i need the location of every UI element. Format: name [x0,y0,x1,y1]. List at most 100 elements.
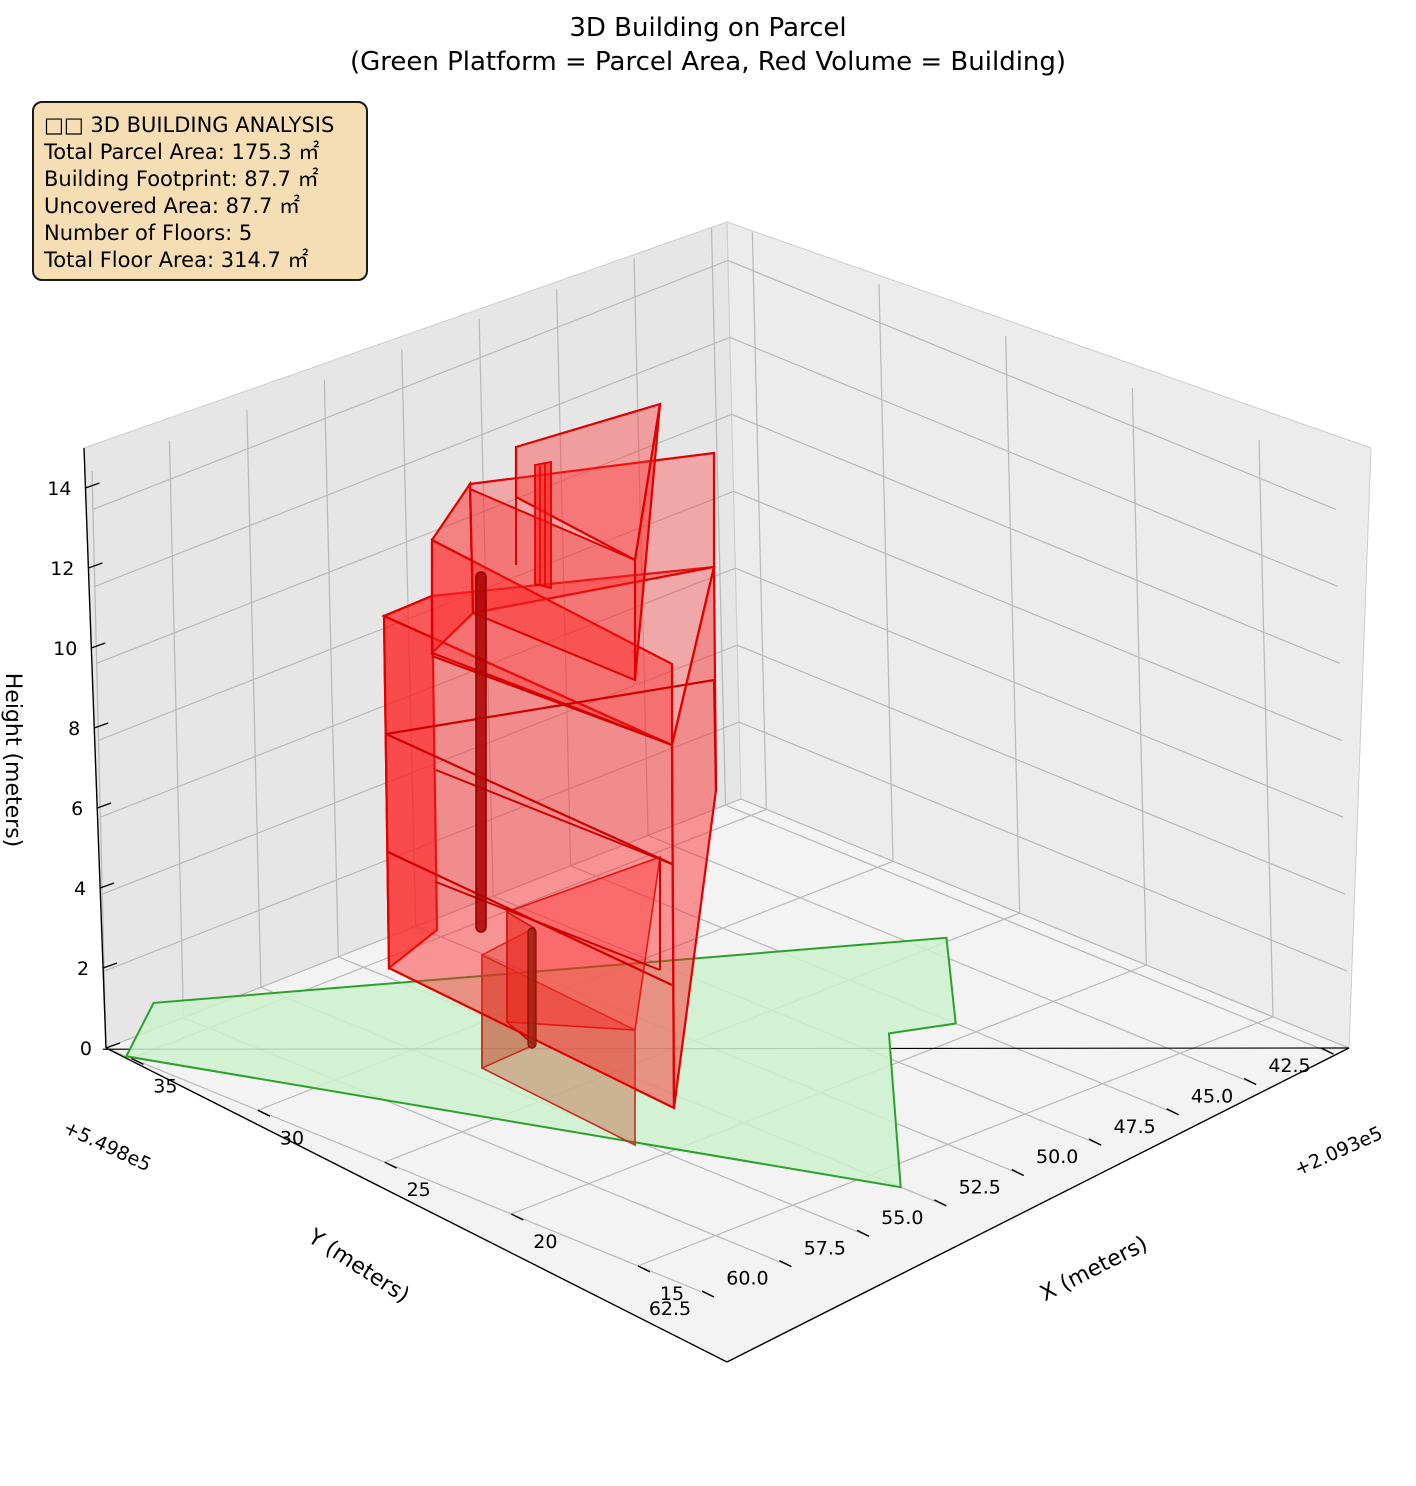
floor-line [435,881,661,971]
building-face [468,487,636,682]
grid-line [1258,439,1274,1017]
y-tick-label: 42.5 [1268,1055,1310,1077]
z-tick [91,642,106,649]
y-tick [1166,1108,1179,1116]
grid-line [92,259,729,511]
floor-line [385,678,718,791]
x-axis-label: X (meters) [1036,1232,1151,1307]
analysis-line-floors: Number of Floors: 5 [44,221,253,245]
grid-line [556,288,572,866]
building-face [481,953,636,1147]
z-tick [85,482,100,489]
analysis-line-floor-area: Total Floor Area: 314.7 ㎡ [44,248,309,272]
z-tick-label: 2 [77,958,89,980]
grid-line [731,413,1340,664]
y-tick-label: 57.5 [804,1237,846,1259]
grid-line [710,228,727,806]
x-tick [637,1265,651,1273]
grid-line [94,336,731,587]
y-tick [1088,1138,1102,1146]
grid-line [105,1047,715,1298]
x-tick [131,1057,144,1066]
y-tick-label: 47.5 [1113,1116,1155,1138]
grid-line [727,259,1337,511]
grid-line [647,834,1257,1085]
chart-subtitle: (Green Platform = Parcel Area, Red Volum… [349,47,1067,77]
y-offset-label: +5.498e5 [60,1117,155,1177]
grid-line [96,413,732,664]
grid-line [738,721,1348,972]
grid-line [637,1016,1274,1267]
x-tick-label: 25 [407,1179,431,1201]
y-tick-label: 50.0 [1036,1146,1078,1168]
z-tick-label: 6 [71,798,83,820]
grid-line [323,379,339,957]
grid-line [735,567,1344,818]
x-axis-line [726,1047,1350,1363]
grid-line [751,232,767,810]
building-volume [381,402,718,1147]
grid-line [1131,387,1147,966]
grid-line [91,470,107,1049]
z-tick-label: 4 [74,878,86,900]
y-tick [779,1260,792,1268]
building-fin [534,460,552,590]
floor-line [431,655,673,746]
x-tick-label: 15 [660,1283,684,1305]
analysis-title: □□ 3D BUILDING ANALYSIS [44,113,335,137]
y-tick [856,1229,870,1237]
z-tick-label: 8 [68,718,80,740]
y-tick [1243,1077,1257,1086]
grid-line [168,440,185,1018]
y-axis-label: Y (meters) [303,1224,414,1308]
y-tick-label: 60.0 [726,1268,768,1290]
y-tick-label: 62.5 [649,1298,691,1320]
y-tick [1011,1168,1025,1177]
x-tick-label: 20 [533,1231,557,1253]
z-tick [102,962,118,969]
grid-line [733,490,1342,741]
z-tick [94,722,109,729]
grid-line [246,410,262,988]
y-tick-label: 55.0 [881,1207,923,1229]
z-tick [99,882,115,889]
grid-line [729,336,1339,587]
y-tick-label: 45.0 [1191,1085,1233,1107]
z-tick-label: 14 [47,478,71,500]
z-axis-label: Height (meters) [0,673,25,848]
building-column [527,927,537,1049]
y-tick [934,1199,947,1207]
x-tick [257,1109,271,1117]
z-tick-label: 0 [80,1038,92,1060]
grid-line [725,804,1334,1055]
grid-line [633,258,649,836]
x-tick-label: 30 [280,1127,304,1149]
z-tick [96,802,112,809]
z-axis-line [83,447,107,1049]
grid-line [737,644,1346,895]
y-tick [701,1290,715,1298]
grid-line [740,798,1350,1049]
z-tick [105,1042,121,1049]
parcel-platform [124,936,957,1189]
z-tick-label: 12 [50,558,74,580]
floor-line [385,732,673,866]
analysis-line-footprint: Building Footprint: 87.7 ㎡ [44,167,319,191]
x-tick [511,1213,524,1221]
building-column [475,571,487,933]
chart-title: 3D Building on Parcel [569,13,847,43]
y-tick-label: 52.5 [959,1177,1001,1199]
analysis-line-uncovered: Uncovered Area: 87.7 ㎡ [44,194,301,218]
grid-line [1005,336,1021,914]
x-tick-label: 35 [153,1075,177,1097]
z-tick [88,562,103,569]
y-tick [1321,1047,1334,1055]
x-tick [384,1161,397,1169]
y-axis-line [105,1047,728,1363]
tick-labels: 152025303542.545.047.550.052.555.057.560… [47,478,1334,1320]
analysis-line-parcel-area: Total Parcel Area: 175.3 ㎡ [44,140,320,164]
z-tick-label: 10 [53,638,77,660]
analysis-box: □□ 3D BUILDING ANALYSIS Total Parcel Are… [32,101,368,281]
grid-line [878,284,894,862]
